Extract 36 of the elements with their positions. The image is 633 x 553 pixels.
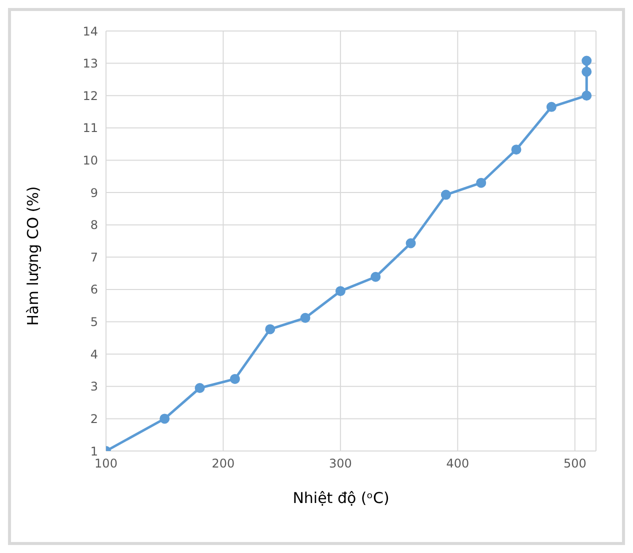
point	[582, 56, 592, 66]
x-tick-label: 200	[212, 456, 235, 471]
y-tick-label: 8	[90, 218, 98, 232]
x-tick-label: 300	[328, 456, 352, 471]
y-tick-label: 12	[82, 88, 98, 103]
point	[440, 190, 451, 200]
y-tick-label: 3	[90, 380, 98, 394]
point	[582, 90, 592, 101]
point	[265, 324, 276, 334]
point	[370, 272, 381, 282]
y-tick-label: 14	[82, 24, 98, 38]
point	[582, 66, 592, 77]
point	[511, 144, 522, 155]
point	[406, 238, 416, 248]
x-axis-title: Nhiệt độ (ᵒC)	[292, 489, 390, 507]
y-tick-label: 10	[82, 153, 98, 168]
x-tick-label: 400	[446, 456, 470, 471]
point	[194, 383, 205, 393]
point	[160, 414, 170, 424]
y-tick-label: 1	[90, 444, 98, 458]
x-tick-label: 500	[563, 456, 586, 471]
y-axis-title: Hàm lượng CO (%)	[24, 186, 42, 326]
point	[300, 312, 310, 323]
y-tick-label: 13	[82, 56, 98, 71]
y-tick-label: 6	[90, 282, 98, 297]
point	[476, 178, 486, 188]
y-tick-label: 2	[90, 412, 98, 426]
y-tick-label: 9	[90, 186, 98, 200]
y-tick-label: 4	[90, 347, 98, 362]
point	[546, 102, 556, 112]
y-tick-label: 7	[90, 250, 98, 264]
point	[230, 374, 240, 384]
x-tick-label: 100	[94, 456, 118, 471]
y-tick-label: 5	[90, 315, 98, 330]
y-tick-label: 11	[82, 121, 98, 136]
point	[335, 286, 346, 296]
